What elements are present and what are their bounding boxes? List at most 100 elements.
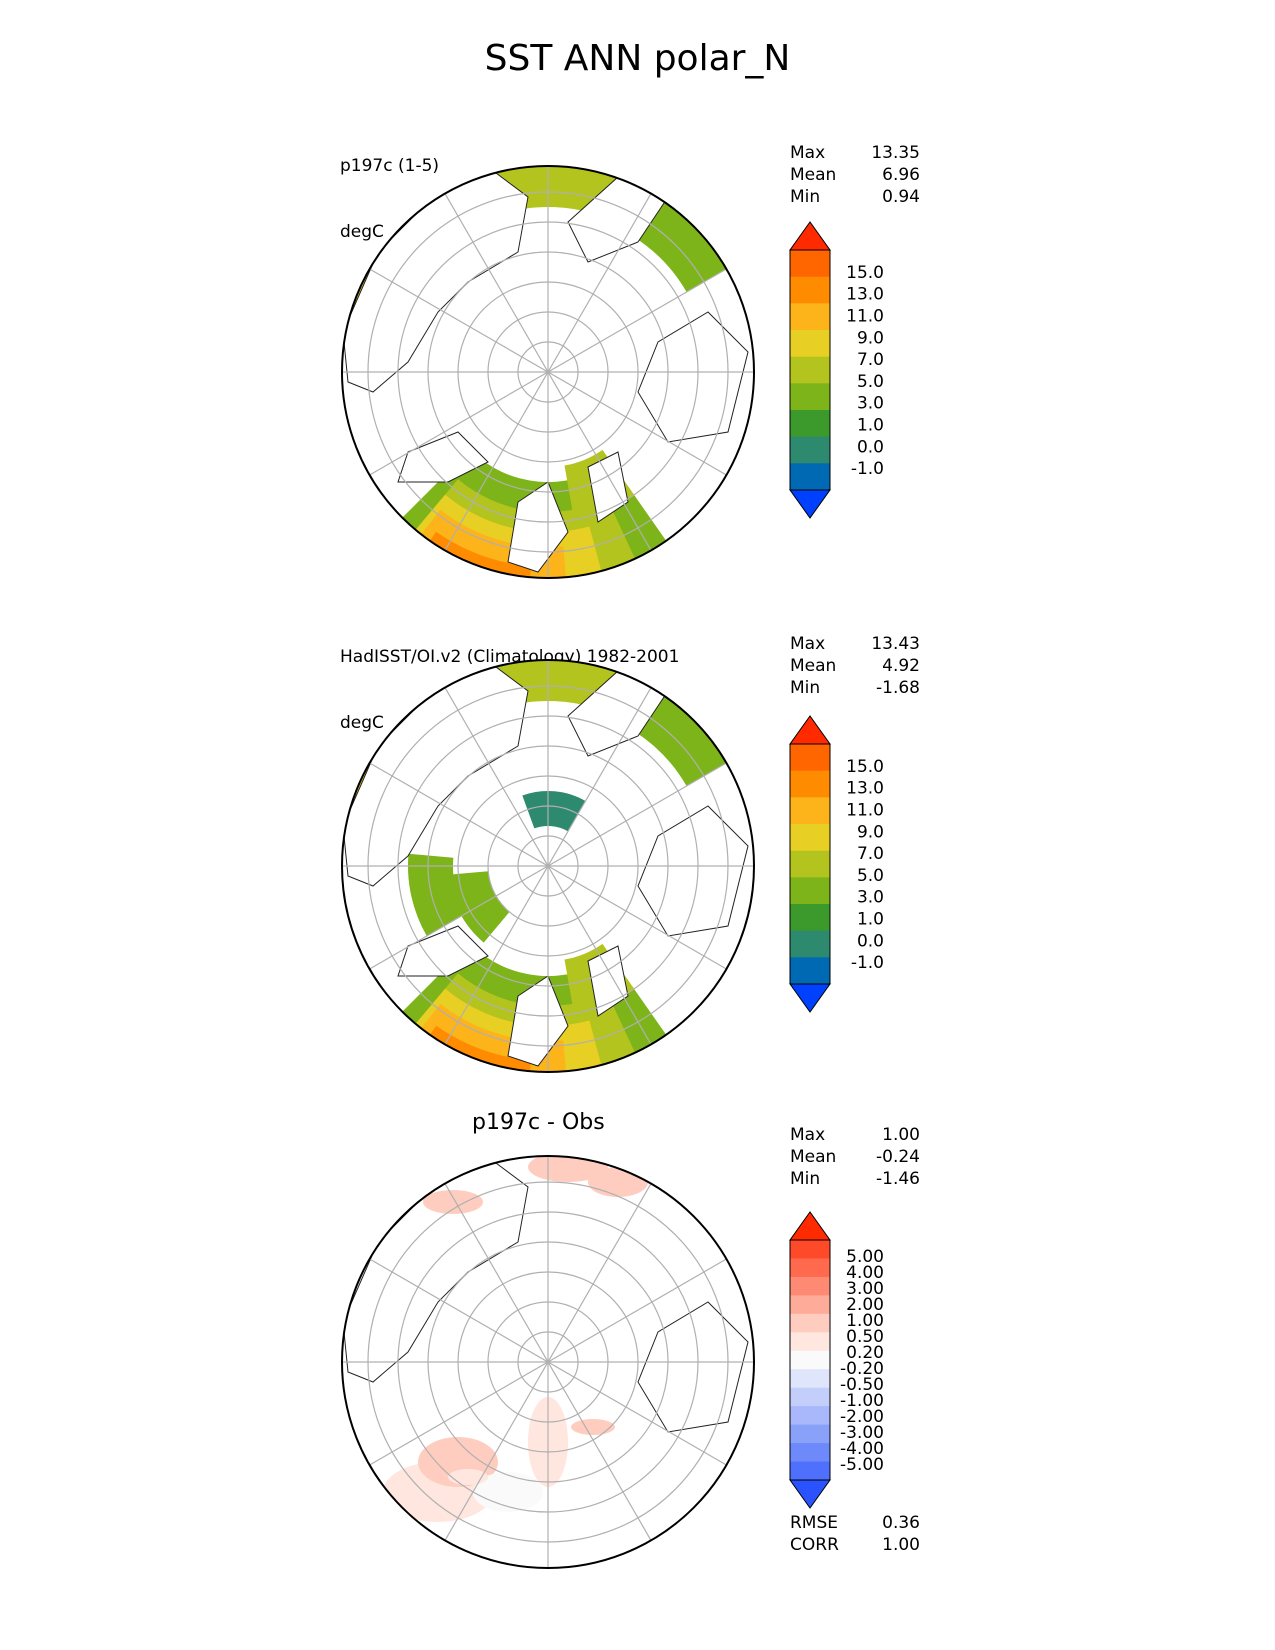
colorbar-segment: [790, 356, 830, 384]
stat-name: Min: [790, 187, 821, 207]
land-polygon: [397, 431, 489, 483]
polar-map-test: [341, 165, 755, 579]
land-polygon: [637, 311, 749, 443]
land-polygon: [637, 805, 749, 937]
colorbar-tick-label: 3.0: [857, 394, 884, 414]
colorbar-tick-label: 1.00: [846, 1311, 884, 1331]
colorbar-tick-label: 3.0: [857, 888, 884, 908]
colorbar-segment: [790, 1332, 830, 1352]
graticule: [342, 1156, 754, 1568]
test-panel-label: p197c (1-5) degC: [340, 111, 439, 265]
colorbar-segment: [790, 463, 830, 491]
metric-name: CORR: [790, 1535, 839, 1555]
colorbar-tick-label: -0.50: [840, 1375, 884, 1395]
colorbar-tick-label: 0.20: [846, 1343, 884, 1363]
colorbar-segment: [790, 797, 830, 825]
map-boundary: [341, 165, 755, 579]
colorbar-segment: [790, 1295, 830, 1315]
reference-colorbar: 15.013.011.09.07.05.03.01.00.0-1.0: [789, 715, 884, 1013]
colorbar-tick-label: 3.00: [846, 1279, 884, 1299]
colorbar-extend-min: [789, 1479, 831, 1509]
stat-name: Max: [790, 634, 826, 654]
stat-name: Mean: [790, 656, 837, 676]
test-colorbar: 15.013.011.09.07.05.03.01.00.0-1.0: [789, 221, 884, 519]
colorbar-tick-label: -1.00: [840, 1391, 884, 1411]
land-polygon: [342, 166, 529, 393]
colorbar-segment: [790, 303, 830, 331]
metric-value: 1.00: [882, 1535, 920, 1555]
land-polygon: [342, 660, 529, 887]
stat-name: Min: [790, 678, 821, 698]
colorbar-tick-label: -2.00: [840, 1407, 884, 1427]
colorbar-extend-max: [789, 715, 831, 745]
land-polygon: [397, 925, 489, 977]
colorbar-segment: [790, 824, 830, 852]
sst-contour: [448, 871, 510, 943]
difference-blob: [571, 1419, 615, 1435]
reference-units: degC: [340, 713, 384, 733]
colorbar-segment: [790, 1369, 830, 1389]
colorbar-segment: [790, 1276, 830, 1296]
colorbar-extend-min: [789, 983, 831, 1013]
stat-value: -1.68: [876, 678, 920, 698]
stat-name: Min: [790, 1169, 821, 1189]
difference-blob: [473, 1472, 543, 1512]
metric-name: RMSE: [790, 1513, 839, 1533]
colorbar-tick-label: 9.0: [857, 328, 884, 348]
colorbar-tick-label: 15.0: [846, 757, 884, 777]
colorbar-tick-label: 7.0: [857, 350, 884, 370]
colorbar-segment: [790, 1424, 830, 1444]
coastline: [342, 1156, 529, 1383]
test-case-name: p197c (1-5): [340, 156, 440, 176]
difference-title: p197c - Obs: [472, 1110, 605, 1135]
colorbar-segment: [790, 1406, 830, 1426]
colorbar-segment: [790, 930, 830, 958]
graticule: [342, 660, 754, 1072]
colorbar-tick-label: 1.0: [857, 416, 884, 436]
colorbar-segment: [790, 904, 830, 932]
stat-value: 0.94: [882, 187, 920, 207]
colorbar-segment: [790, 436, 830, 464]
test-units: degC: [340, 222, 384, 242]
colorbar-tick-label: 11.0: [846, 306, 884, 326]
polar-map-ref: [341, 659, 755, 1073]
difference-colorbar: 5.004.003.002.001.000.500.20-0.20-0.50-1…: [789, 1211, 884, 1509]
colorbar-tick-label: 13.0: [846, 285, 884, 305]
coastline: [637, 1301, 749, 1433]
stat-value: -0.24: [876, 1147, 920, 1167]
colorbar-tick-label: 15.0: [846, 263, 884, 283]
colorbar-segment: [790, 1461, 830, 1481]
colorbar-segment: [790, 850, 830, 878]
land-masses: [342, 166, 749, 573]
colorbar-frame: [789, 743, 831, 985]
colorbar-tick-label: 5.00: [846, 1247, 884, 1267]
colorbar-tick-label: 9.0: [857, 822, 884, 842]
colorbar-segment: [790, 383, 830, 411]
stat-value: 13.35: [871, 143, 920, 163]
colorbar-tick-label: 11.0: [846, 800, 884, 820]
colorbar-tick-label: 5.0: [857, 866, 884, 886]
colorbar-tick-label: 4.00: [846, 1263, 884, 1283]
metric-value: 0.36: [882, 1513, 920, 1533]
sst-contour: [408, 853, 466, 936]
colorbar-tick-label: 7.0: [857, 844, 884, 864]
colorbar-segment: [790, 957, 830, 985]
colorbar-segment: [790, 1387, 830, 1407]
difference-blob: [423, 1190, 483, 1214]
colorbar-segment: [790, 1350, 830, 1370]
stat-value: 4.92: [882, 656, 920, 676]
map-boundary: [341, 659, 755, 1073]
colorbar-tick-label: 1.0: [857, 910, 884, 930]
colorbar-segment: [790, 250, 830, 278]
colorbar-tick-label: -1.0: [851, 459, 884, 479]
graticule: [342, 166, 754, 578]
land-masses: [342, 660, 749, 1067]
colorbar-segment: [790, 744, 830, 772]
colorbar-segment: [790, 1240, 830, 1259]
test-stats: Max 13.35 Mean 6.96 Min 0.94: [790, 142, 920, 208]
colorbar-segment: [790, 1258, 830, 1278]
colorbar-segment: [790, 877, 830, 905]
colorbar-tick-label: 13.0: [846, 779, 884, 799]
colorbar-tick-label: -3.00: [840, 1423, 884, 1443]
